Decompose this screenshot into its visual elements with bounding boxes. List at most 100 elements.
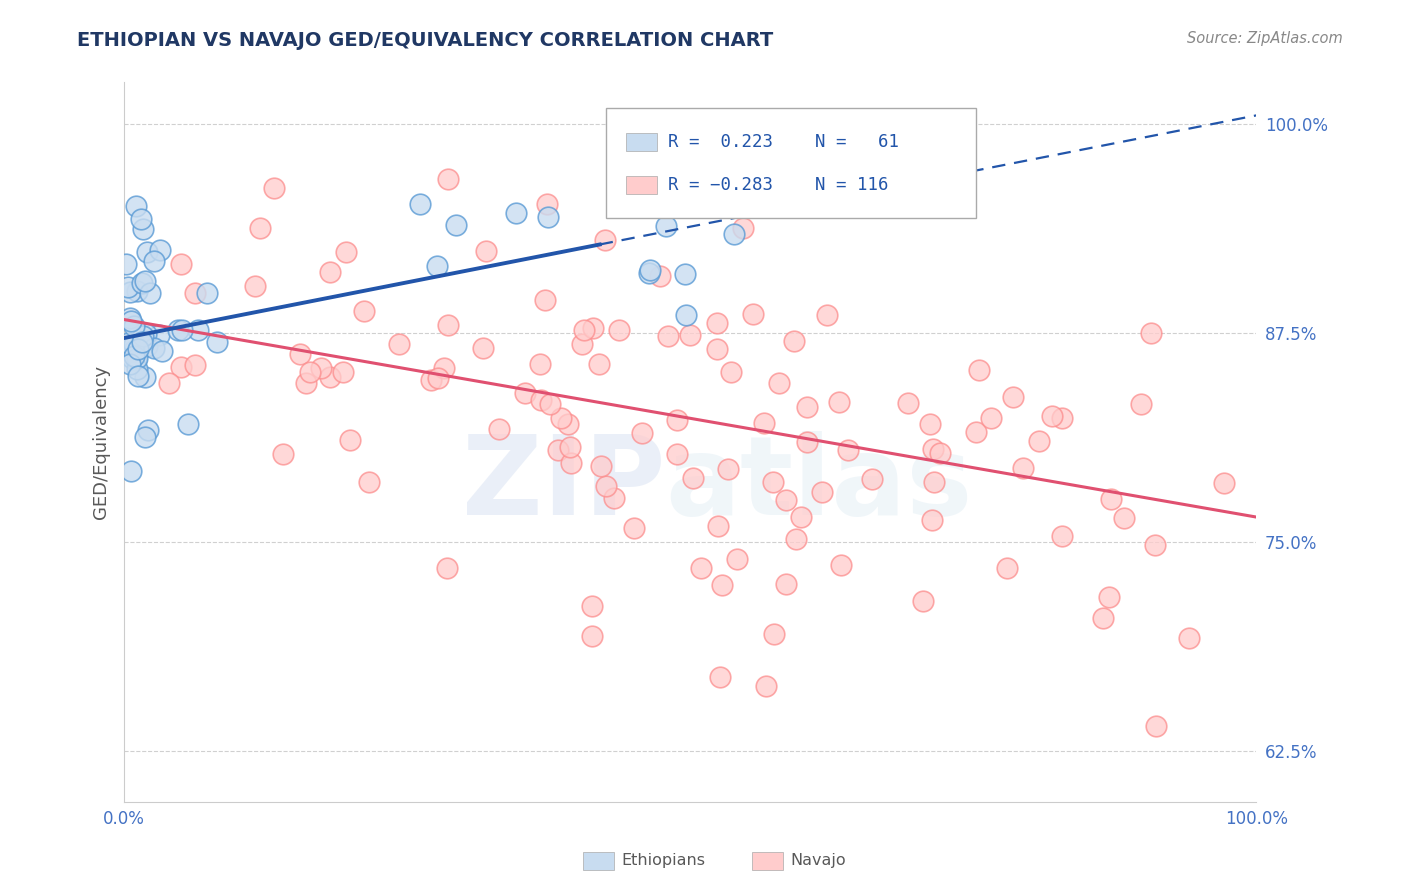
Point [117,335,139,350]
Point [1050,529,1073,543]
Point [295,376,318,391]
Point [741,308,763,322]
Point [124,337,146,351]
Point [815,308,838,322]
Point [184,358,207,372]
Point [436,172,458,186]
Point [995,560,1018,574]
Point [148,327,170,342]
Point [124,352,146,367]
Point [714,187,737,202]
Point [249,221,271,235]
Point [120,311,142,326]
Point [122,350,145,364]
Point [195,286,218,301]
Point [170,359,193,374]
Point [1112,510,1135,524]
Point [475,244,498,259]
Point [980,410,1002,425]
Point [136,245,159,260]
Text: R =  0.223    N =   61: R = 0.223 N = 61 [668,133,898,152]
Point [709,670,731,684]
Point [897,396,920,410]
Point [1050,410,1073,425]
Point [638,263,661,277]
Point [828,394,851,409]
Point [752,416,775,430]
Point [557,417,579,432]
Point [796,434,818,449]
Point [205,334,228,349]
Point [811,485,834,500]
Text: ETHIOPIAN VS NAVAJO GED/EQUIVALENCY CORRELATION CHART: ETHIOPIAN VS NAVAJO GED/EQUIVALENCY CORR… [77,31,773,50]
Point [114,257,136,271]
Text: R = −0.283    N = 116: R = −0.283 N = 116 [668,177,889,194]
Point [488,422,510,436]
Point [134,274,156,288]
Point [785,533,807,547]
Point [725,551,748,566]
Point [571,337,593,351]
Point [513,386,536,401]
Point [167,323,190,337]
Point [1143,538,1166,552]
Point [924,475,946,489]
Point [529,358,551,372]
Point [775,576,797,591]
Point [426,260,449,274]
Point [125,351,148,366]
Point [127,343,149,357]
Point [143,254,166,268]
Point [1028,434,1050,448]
Point [706,343,728,357]
Point [298,365,321,379]
Point [263,180,285,194]
Point [1139,326,1161,340]
Point [335,245,357,260]
Point [603,491,626,505]
Point [921,513,943,527]
Point [534,293,557,307]
Text: ZIP: ZIP [463,432,665,539]
Point [623,521,645,535]
Point [271,447,294,461]
Point [536,197,558,211]
Point [574,323,596,337]
Point [120,285,142,299]
Point [408,197,430,211]
Point [588,357,610,371]
Point [929,446,952,460]
Point [135,338,157,352]
Point [131,335,153,350]
Point [150,344,173,359]
Point [912,594,935,608]
Point [121,351,143,365]
Point [538,397,561,411]
Point [125,285,148,299]
Point [1099,492,1122,507]
Point [830,558,852,573]
Text: Source: ZipAtlas.com: Source: ZipAtlas.com [1187,31,1343,46]
Point [755,679,778,693]
Point [353,304,375,318]
Point [595,479,617,493]
Text: Navajo: Navajo [790,854,846,868]
Point [657,329,679,343]
Point [1098,591,1121,605]
Point [775,492,797,507]
Point [529,393,551,408]
Point [433,361,456,376]
Point [290,347,312,361]
Point [319,265,342,279]
Point [582,321,605,335]
Point [134,429,156,443]
Point [177,417,200,432]
Point [581,629,603,643]
Point [638,266,661,280]
Point [142,341,165,355]
Text: atlas: atlas [665,432,973,539]
Point [537,210,560,224]
Point [420,373,443,387]
Point [1213,475,1236,490]
Point [117,279,139,293]
